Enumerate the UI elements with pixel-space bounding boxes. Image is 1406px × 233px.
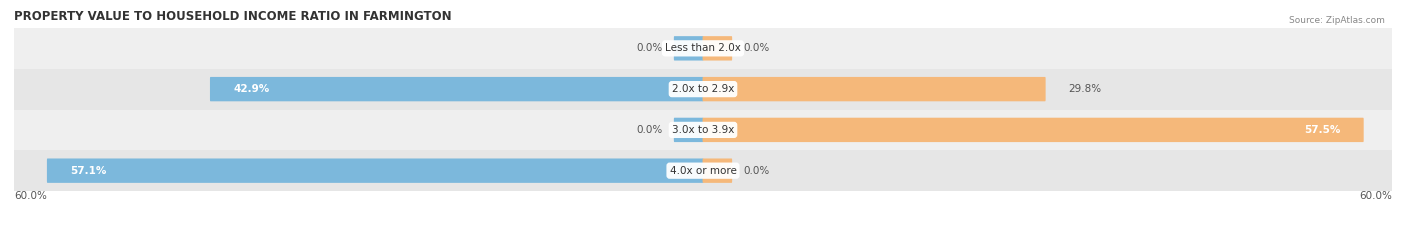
Text: 0.0%: 0.0% <box>744 43 769 53</box>
Text: 60.0%: 60.0% <box>14 191 46 201</box>
Text: 2.0x to 2.9x: 2.0x to 2.9x <box>672 84 734 94</box>
Text: 0.0%: 0.0% <box>637 125 662 135</box>
FancyBboxPatch shape <box>703 158 733 183</box>
Bar <box>14 150 1392 191</box>
Text: Source: ZipAtlas.com: Source: ZipAtlas.com <box>1289 16 1385 25</box>
FancyBboxPatch shape <box>703 118 1364 142</box>
Text: PROPERTY VALUE TO HOUSEHOLD INCOME RATIO IN FARMINGTON: PROPERTY VALUE TO HOUSEHOLD INCOME RATIO… <box>14 10 451 23</box>
FancyBboxPatch shape <box>46 158 703 183</box>
Text: 57.1%: 57.1% <box>70 166 107 176</box>
Text: 57.5%: 57.5% <box>1303 125 1340 135</box>
Text: 29.8%: 29.8% <box>1069 84 1101 94</box>
FancyBboxPatch shape <box>209 77 703 101</box>
FancyBboxPatch shape <box>703 77 1046 101</box>
Bar <box>14 28 1392 69</box>
FancyBboxPatch shape <box>703 36 733 61</box>
Text: Less than 2.0x: Less than 2.0x <box>665 43 741 53</box>
Text: 60.0%: 60.0% <box>1360 191 1392 201</box>
Bar <box>14 69 1392 110</box>
Text: 42.9%: 42.9% <box>233 84 270 94</box>
Text: 4.0x or more: 4.0x or more <box>669 166 737 176</box>
FancyBboxPatch shape <box>673 118 703 142</box>
Text: 0.0%: 0.0% <box>637 43 662 53</box>
Text: 3.0x to 3.9x: 3.0x to 3.9x <box>672 125 734 135</box>
Bar <box>14 110 1392 150</box>
Text: 0.0%: 0.0% <box>744 166 769 176</box>
FancyBboxPatch shape <box>673 36 703 61</box>
